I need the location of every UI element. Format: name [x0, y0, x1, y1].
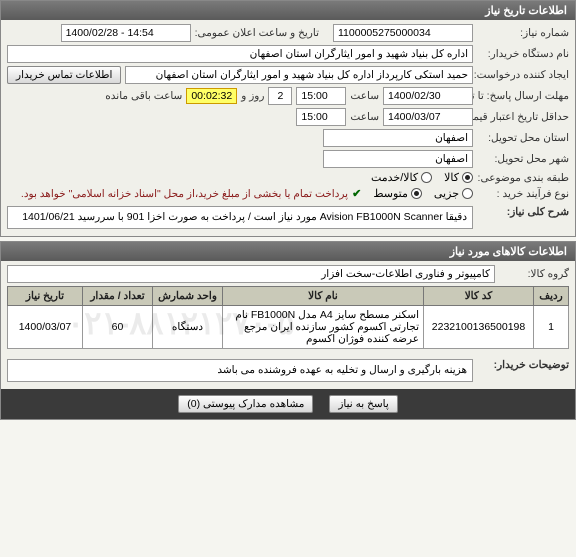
radio-mid[interactable]: متوسط — [373, 187, 422, 200]
need-info-header: اطلاعات تاریخ نیاز — [1, 1, 575, 20]
deadline-send-date-field: 1400/02/30 — [383, 87, 473, 105]
process-label: نوع فرآیند خرید : — [477, 188, 569, 200]
radio-goods-label: کالا — [444, 171, 459, 184]
radio-dot-icon — [421, 172, 432, 183]
deadline-send-hour-field: 15:00 — [296, 87, 346, 105]
hour-label-1: ساعت — [350, 90, 379, 102]
timer-suffix: ساعت باقی مانده — [105, 90, 182, 102]
group-field: کامپیوتر و فناوری اطلاعات-سخت افزار — [7, 265, 495, 283]
radio-dot-icon — [462, 188, 473, 199]
radio-service-label: کالا/خدمت — [371, 171, 418, 184]
desc-label: شرح کلی نیاز: — [477, 206, 569, 218]
need-info-panel: اطلاعات تاریخ نیاز شماره نیاز: 110000527… — [0, 0, 576, 237]
contact-buyer-button[interactable]: اطلاعات تماس خریدار — [7, 66, 121, 84]
radio-goods[interactable]: کالا — [444, 171, 473, 184]
validity-label: حداقل تاریخ اعتبار قیمت: تا تاریخ: — [477, 111, 569, 123]
deadline-send-label: مهلت ارسال پاسخ: تا تاریخ: — [477, 90, 569, 102]
radio-mid-label: متوسط — [373, 187, 408, 200]
desc-field: دقیقا Avision FB1000N Scanner مورد نیاز … — [7, 206, 473, 229]
cell-unit: دستگاه — [153, 306, 223, 349]
radio-low[interactable]: جزیی — [434, 187, 473, 200]
view-docs-button[interactable]: مشاهده مدارک پیوستی (0) — [178, 395, 313, 413]
reply-need-button[interactable]: پاسخ به نیاز — [329, 395, 397, 413]
delivery-province-field: اصفهان — [323, 129, 473, 147]
validity-date-field: 1400/03/07 — [383, 108, 473, 126]
check-icon: ✔ — [352, 187, 361, 200]
need-number-field: 1100005275000034 — [333, 24, 473, 42]
th-code: کد کالا — [424, 287, 534, 306]
countdown-timer: 00:02:32 — [186, 88, 237, 104]
buyer-org-field: اداره کل بنیاد شهید و امور ایثارگران است… — [7, 45, 473, 63]
cell-code: 2232100136500198 — [424, 306, 534, 349]
delivery-province-label: استان محل تحویل: — [477, 132, 569, 144]
budget-radio-group: کالا کالا/خدمت — [371, 171, 473, 184]
days-left-field: 2 — [268, 87, 292, 105]
buyer-notes-label: توضیحات خریدار: — [477, 359, 569, 371]
th-unit: واحد شمارش — [153, 287, 223, 306]
items-header: اطلاعات کالاهای مورد نیاز — [1, 242, 575, 261]
cell-name: اسکنر مسطح سایز A4 مدل FB1000N نام تجارت… — [223, 306, 424, 349]
th-name: نام کالا — [223, 287, 424, 306]
buyer-notes-field: هزینه بارگیری و ارسال و تخلیه به عهده فر… — [7, 359, 473, 382]
radio-low-label: جزیی — [434, 187, 459, 200]
creator-field: حمید استکی کارپرداز اداره کل بنیاد شهید … — [125, 66, 473, 84]
radio-dot-icon — [411, 188, 422, 199]
hour-label-2: ساعت — [350, 111, 379, 123]
need-number-label: شماره نیاز: — [477, 27, 569, 39]
cell-row: 1 — [534, 306, 569, 349]
items-panel: اطلاعات کالاهای مورد نیاز گروه کالا: کام… — [0, 241, 576, 420]
creator-label: ایجاد کننده درخواست: — [477, 69, 569, 81]
table-row[interactable]: 1 2232100136500198 اسکنر مسطح سایز A4 مد… — [8, 306, 569, 349]
radio-service[interactable]: کالا/خدمت — [371, 171, 432, 184]
public-date-label: تاریخ و ساعت اعلان عمومی: — [195, 27, 319, 39]
group-label: گروه کالا: — [499, 268, 569, 280]
table-header-row: ردیف کد کالا نام کالا واحد شمارش تعداد /… — [8, 287, 569, 306]
cell-date: 1400/03/07 — [8, 306, 83, 349]
items-table: ردیف کد کالا نام کالا واحد شمارش تعداد /… — [7, 286, 569, 349]
need-info-body: شماره نیاز: 1100005275000034 تاریخ و ساع… — [1, 20, 575, 236]
th-row: ردیف — [534, 287, 569, 306]
th-date: تاریخ نیاز — [8, 287, 83, 306]
public-date-field: 1400/02/28 - 14:54 — [61, 24, 191, 42]
radio-dot-icon — [462, 172, 473, 183]
items-body: گروه کالا: کامپیوتر و فناوری اطلاعات-سخت… — [1, 261, 575, 389]
delivery-city-label: شهر محل تحویل: — [477, 153, 569, 165]
cell-qty: 60 — [83, 306, 153, 349]
validity-hour-field: 15:00 — [296, 108, 346, 126]
budget-label: طبقه بندی موضوعی: — [477, 172, 569, 184]
main-container: اطلاعات تاریخ نیاز شماره نیاز: 110000527… — [0, 0, 576, 420]
actions-bar: پاسخ به نیاز مشاهده مدارک پیوستی (0) — [1, 389, 575, 419]
delivery-city-field: اصفهان — [323, 150, 473, 168]
th-qty: تعداد / مقدار — [83, 287, 153, 306]
process-radio-group: جزیی متوسط — [373, 187, 473, 200]
day-label: روز و — [241, 90, 264, 102]
buyer-org-label: نام دستگاه خریدار: — [477, 48, 569, 60]
payment-note: پرداخت تمام یا بخشی از مبلغ خرید،از محل … — [21, 188, 348, 200]
